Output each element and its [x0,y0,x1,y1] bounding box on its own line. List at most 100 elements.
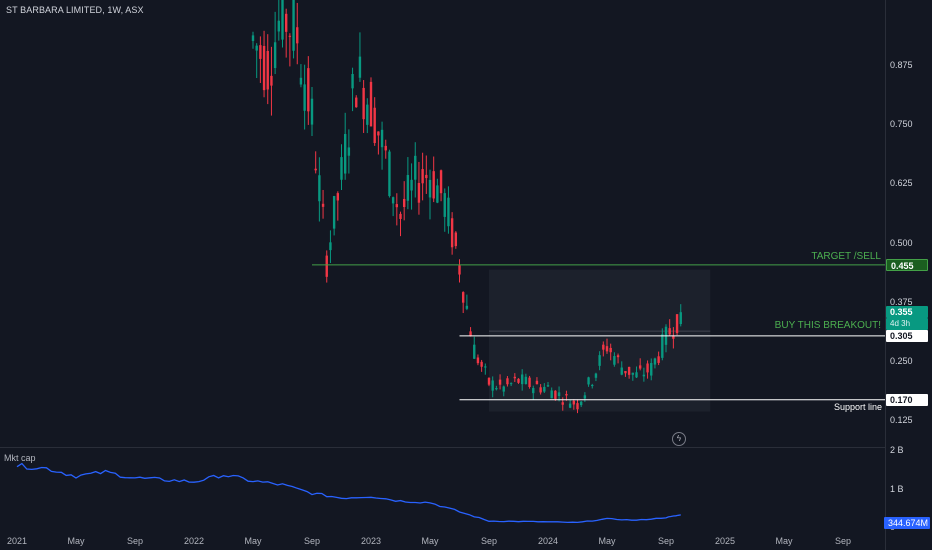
market-cap-line [16,462,681,524]
candle-body [668,328,671,335]
candle-body [465,305,469,309]
candle-body [605,346,609,352]
pane-separator[interactable] [0,447,885,448]
time-axis-label: Sep [657,536,675,546]
candle-body [602,344,605,350]
candle-body [631,372,635,375]
candle-body [299,77,303,85]
candle-body [543,386,546,392]
candle-body [646,363,649,373]
candle-body [495,388,498,390]
candle-body [303,84,306,111]
candle-body [432,171,435,199]
candle-body [576,403,579,410]
time-axis-label: 2022 [183,536,205,546]
time-axis-label: Sep [126,536,144,546]
candle-body [406,175,410,201]
candle-body [653,358,657,365]
candle-body [635,372,638,378]
candle-body [616,355,620,358]
candle-body [292,0,295,51]
market-cap-tick-label: 2 B [890,445,904,455]
candle-body [259,45,262,59]
candle-body [377,131,380,136]
candle-body [266,50,269,90]
market-cap-pane-label: Mkt cap [4,453,36,463]
candle-body [487,377,491,385]
candle-body [532,388,535,394]
breakout-annotation: BUY THIS BREAKOUT! [774,319,881,331]
candle-body [336,193,340,201]
candle-body [251,35,255,41]
candle-body [513,376,517,379]
candle-body [310,98,314,125]
support-price-tag: 0.170 [886,393,928,406]
candle-body [627,366,631,375]
candle-body [296,27,299,44]
candle-body [461,292,465,303]
candle-body [369,81,373,127]
candle-body [594,373,598,378]
candle-body [340,157,343,180]
candle-body [650,363,653,376]
candle-body [568,403,572,408]
time-axis-label: 2024 [537,536,559,546]
candle-body [480,361,483,367]
candle-body [255,45,258,51]
candle-body [509,383,513,385]
candle-body [454,232,458,247]
countdown-tag: 4d 3h [886,318,928,331]
candle-body [351,74,354,89]
candle-body [469,331,472,337]
candle-body [657,356,660,363]
candle-body [572,400,576,405]
candle-body [447,197,450,227]
price-tick-label: 0.875 [890,60,913,71]
candle-body [325,255,328,277]
candle-body [414,155,417,180]
candle-body [388,151,391,197]
candle-body [484,366,487,368]
lightning-icon[interactable]: ϟ [672,432,686,446]
candle-body [450,218,454,248]
candle-body [436,185,439,203]
candle-body [476,357,480,364]
candle-body [524,376,528,385]
candle-body [421,169,424,184]
candle-body [598,355,601,366]
candle-body [672,335,675,339]
candle-body [314,168,317,171]
price-tick-label: 0.750 [890,119,913,130]
candle-body [520,374,524,385]
candle-body [321,203,325,207]
price-axis[interactable] [885,0,932,550]
candle-body [443,193,446,217]
time-axis-label: 2023 [360,536,382,546]
candle-body [395,204,399,208]
candle-body [347,147,351,156]
candle-body [498,379,502,385]
candle-body [679,312,682,325]
candle-body [638,365,642,369]
time-axis-label: Sep [303,536,321,546]
candle-body [288,35,292,37]
candle-body [391,197,395,204]
candle-body [624,371,627,374]
time-axis-label: 2025 [714,536,736,546]
target-annotation: TARGET /SELL [811,250,881,262]
candle-body [373,107,376,144]
candle-body [277,20,281,32]
candle-body [517,378,520,383]
candle-body [609,347,612,353]
candle-body [661,334,664,358]
candle-body [587,377,590,385]
candle-body [332,196,336,229]
candle-body [329,242,332,251]
candle-body [539,387,542,393]
candle-body [425,174,428,179]
candle-body [506,378,509,385]
candle-body [281,0,284,40]
breakout-price-tag: 0.305 [886,329,928,342]
